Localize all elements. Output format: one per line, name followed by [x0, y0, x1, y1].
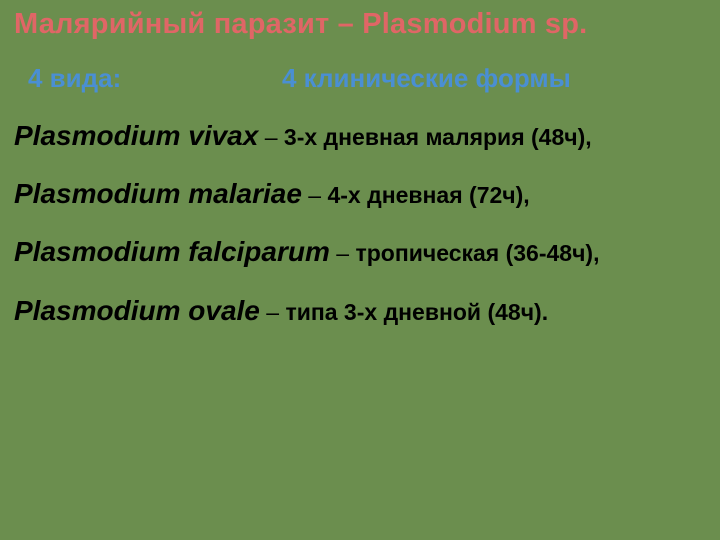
slide-title: Малярийный паразит – Plasmodium sp. [14, 8, 706, 41]
list-item: Plasmodium malariae – 4-х дневная (72ч), [14, 178, 706, 210]
species-desc: типа 3-х дневной (48ч). [285, 299, 548, 325]
species-desc: тропическая (36-48ч), [355, 240, 599, 266]
separator: – [258, 124, 284, 150]
species-name: Plasmodium falciparum [14, 236, 330, 267]
list-item: Plasmodium falciparum – тропическая (36-… [14, 236, 706, 268]
subheading-forms: 4 клинические формы [282, 63, 571, 94]
subheading-row: 4 вида: 4 клинические формы [14, 63, 706, 94]
separator: – [260, 299, 286, 325]
species-list: Plasmodium vivax – 3-х дневная малярия (… [14, 120, 706, 327]
slide-container: Малярийный паразит – Plasmodium sp. 4 ви… [0, 0, 720, 540]
species-desc: 4-х дневная (72ч), [327, 182, 529, 208]
subheading-species: 4 вида: [28, 63, 282, 94]
species-name: Plasmodium malariae [14, 178, 302, 209]
separator: – [302, 182, 328, 208]
species-desc: 3-х дневная малярия (48ч), [284, 124, 592, 150]
list-item: Plasmodium ovale – типа 3-х дневной (48ч… [14, 295, 706, 327]
species-name: Plasmodium vivax [14, 120, 258, 151]
list-item: Plasmodium vivax – 3-х дневная малярия (… [14, 120, 706, 152]
separator: – [330, 240, 356, 266]
species-name: Plasmodium ovale [14, 295, 260, 326]
